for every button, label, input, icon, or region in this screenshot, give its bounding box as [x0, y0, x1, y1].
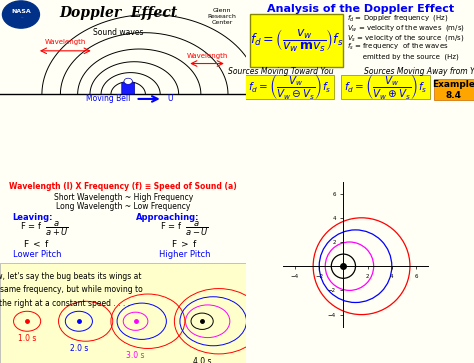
- Text: Analysis of the Doppler Effect: Analysis of the Doppler Effect: [267, 4, 454, 15]
- Circle shape: [124, 78, 132, 85]
- Text: $f_d = \left(\dfrac{V_w}{V_w \ominus V_s}\right)f_s$: $f_d = \left(\dfrac{V_w}{V_w \ominus V_s…: [248, 72, 331, 101]
- Text: Sources Moving Away from You: Sources Moving Away from You: [365, 67, 474, 76]
- Text: F $>$ f: F $>$ f: [171, 238, 199, 249]
- Text: Wavelength: Wavelength: [186, 53, 228, 59]
- Text: Glenn
Research
Center: Glenn Research Center: [208, 8, 236, 25]
- Text: Sources Moving Toward You: Sources Moving Toward You: [228, 67, 333, 76]
- Text: Doppler  Effect: Doppler Effect: [59, 6, 177, 20]
- Text: $f_d$ = Doppler frequency  (Hz): $f_d$ = Doppler frequency (Hz): [346, 13, 448, 23]
- Text: Sound waves: Sound waves: [93, 28, 144, 37]
- FancyBboxPatch shape: [0, 263, 246, 363]
- Circle shape: [2, 1, 39, 28]
- Text: Leaving:: Leaving:: [12, 213, 53, 222]
- Text: Wavelength: Wavelength: [45, 39, 86, 45]
- Text: Short Wavelength ~ High Frequency: Short Wavelength ~ High Frequency: [54, 193, 193, 202]
- Text: F $<$ f: F $<$ f: [23, 238, 51, 249]
- Text: 3.0 s: 3.0 s: [126, 351, 145, 360]
- Text: Moving Bell: Moving Bell: [86, 94, 131, 103]
- FancyBboxPatch shape: [246, 74, 334, 99]
- Text: 4.0 s: 4.0 s: [193, 357, 211, 363]
- Text: Lower Pitch: Lower Pitch: [13, 250, 61, 258]
- Text: 2.0 s: 2.0 s: [70, 344, 88, 353]
- Text: Long Wavelength ~ Low Frequency: Long Wavelength ~ Low Frequency: [56, 203, 191, 211]
- Text: U: U: [168, 94, 173, 103]
- Text: $f_d = \left(\dfrac{v_w}{v_w\,\mathbf{m}v_s}\right)f_s$: $f_d = \left(\dfrac{v_w}{v_w\,\mathbf{m}…: [250, 28, 343, 54]
- Text: ━: ━: [20, 16, 22, 20]
- Text: Approaching:: Approaching:: [136, 213, 199, 222]
- Text: $V_s$ = velocity of the source  (m/s): $V_s$ = velocity of the source (m/s): [346, 33, 465, 42]
- Text: Higher Pitch: Higher Pitch: [159, 250, 210, 258]
- FancyBboxPatch shape: [122, 83, 135, 94]
- Text: Now, let's say the bug beats its wings at
the same frequency, but while moving t: Now, let's say the bug beats its wings a…: [0, 272, 143, 308]
- Text: $V_w$ = velocity of the waves  (m/s): $V_w$ = velocity of the waves (m/s): [346, 23, 465, 33]
- Text: emitted by the source  (Hz): emitted by the source (Hz): [346, 54, 458, 61]
- Text: Example
8.4: Example 8.4: [432, 79, 474, 100]
- FancyBboxPatch shape: [341, 74, 429, 99]
- Text: NASA: NASA: [11, 9, 31, 14]
- FancyBboxPatch shape: [250, 14, 343, 67]
- Text: F = f  $\dfrac{a}{a - U}$: F = f $\dfrac{a}{a - U}$: [160, 219, 210, 238]
- Text: Wavelength (l) X Frequency (f) ≡ Speed of Sound (a): Wavelength (l) X Frequency (f) ≡ Speed o…: [9, 183, 237, 191]
- Text: 1.0 s: 1.0 s: [18, 334, 36, 343]
- Text: F = f  $\dfrac{a}{a + U}$: F = f $\dfrac{a}{a + U}$: [20, 219, 69, 238]
- Text: $f_s$ = frequency  of the waves: $f_s$ = frequency of the waves: [346, 42, 448, 53]
- FancyBboxPatch shape: [434, 79, 474, 100]
- Text: $f_d = \left(\dfrac{V_w}{V_w \oplus V_s}\right)f_s$: $f_d = \left(\dfrac{V_w}{V_w \oplus V_s}…: [344, 72, 427, 101]
